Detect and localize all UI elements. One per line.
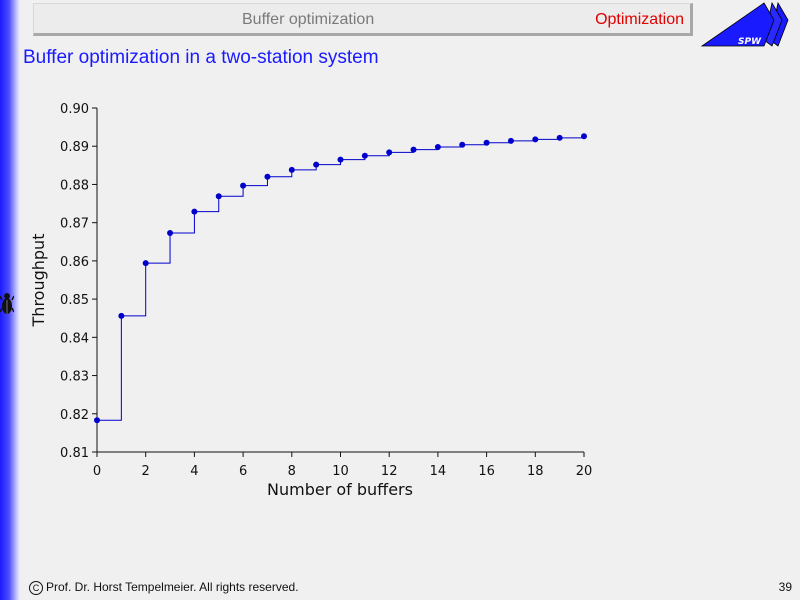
data-point bbox=[313, 161, 320, 168]
x-axis-label: Number of buffers bbox=[267, 480, 413, 499]
data-point bbox=[264, 173, 271, 180]
data-point bbox=[337, 156, 344, 163]
header-section-label: Optimization bbox=[595, 11, 684, 28]
y-tick-label: 0.89 bbox=[60, 140, 89, 155]
data-point bbox=[167, 229, 174, 236]
copyright-icon: C bbox=[29, 581, 43, 595]
x-tick-label: 10 bbox=[332, 464, 349, 479]
data-point bbox=[191, 208, 198, 215]
x-tick-label: 0 bbox=[93, 464, 101, 479]
footer-copyright: C Prof. Dr. Horst Tempelmeier. All rights… bbox=[29, 580, 299, 595]
data-point bbox=[459, 141, 466, 148]
copyright-text: Prof. Dr. Horst Tempelmeier. All rights … bbox=[46, 580, 299, 594]
header-title: Buffer optimization bbox=[242, 11, 375, 28]
y-tick-label: 0.83 bbox=[60, 370, 89, 385]
data-point bbox=[581, 133, 587, 140]
plot-area: 0.81 0.82 0.83 0.84 0.85 0.86 0.87 0.88 0.89 0.90… bbox=[60, 102, 592, 479]
x-tick-label: 18 bbox=[527, 464, 544, 479]
data-point bbox=[483, 139, 490, 146]
y-tick-label: 0.88 bbox=[60, 178, 89, 193]
data-point bbox=[410, 146, 417, 153]
y-tick-label: 0.81 bbox=[60, 446, 89, 461]
data-point bbox=[94, 417, 100, 424]
series-step-line bbox=[97, 136, 585, 421]
spw-logo: SPW bbox=[700, 1, 789, 47]
data-point bbox=[118, 312, 125, 319]
x-tick-label: 12 bbox=[381, 464, 398, 479]
y-tick-label: 0.84 bbox=[60, 331, 89, 346]
data-point bbox=[386, 149, 393, 156]
y-tick-label: 0.85 bbox=[60, 293, 89, 308]
data-point bbox=[142, 260, 149, 267]
x-tick-label: 6 bbox=[239, 464, 247, 479]
slide-title: Buffer optimization in a two-station sys… bbox=[23, 47, 379, 68]
header-bar: Buffer optimization Optimization bbox=[33, 3, 693, 36]
y-tick-label: 0.82 bbox=[60, 408, 89, 423]
x-tick-label: 16 bbox=[478, 464, 495, 479]
beetle-icon bbox=[0, 293, 14, 314]
data-point bbox=[240, 182, 247, 189]
data-point bbox=[361, 152, 368, 159]
data-point bbox=[215, 193, 222, 200]
data-point bbox=[507, 137, 514, 144]
logo-text: SPW bbox=[738, 37, 762, 47]
data-point bbox=[288, 166, 295, 173]
x-tick-label: 14 bbox=[430, 464, 447, 479]
page-number: 39 bbox=[778, 580, 792, 594]
x-tick-label: 2 bbox=[142, 464, 150, 479]
y-tick-label: 0.90 bbox=[60, 102, 89, 117]
data-point bbox=[532, 136, 539, 143]
data-point bbox=[434, 143, 441, 150]
y-tick-label: 0.87 bbox=[60, 217, 89, 232]
x-tick-label: 8 bbox=[288, 464, 296, 479]
x-tick-label: 20 bbox=[576, 464, 593, 479]
x-tick-label: 4 bbox=[190, 464, 198, 479]
y-tick-label: 0.86 bbox=[60, 255, 89, 270]
data-point bbox=[556, 134, 563, 141]
y-axis-label: Throughput bbox=[29, 234, 48, 328]
